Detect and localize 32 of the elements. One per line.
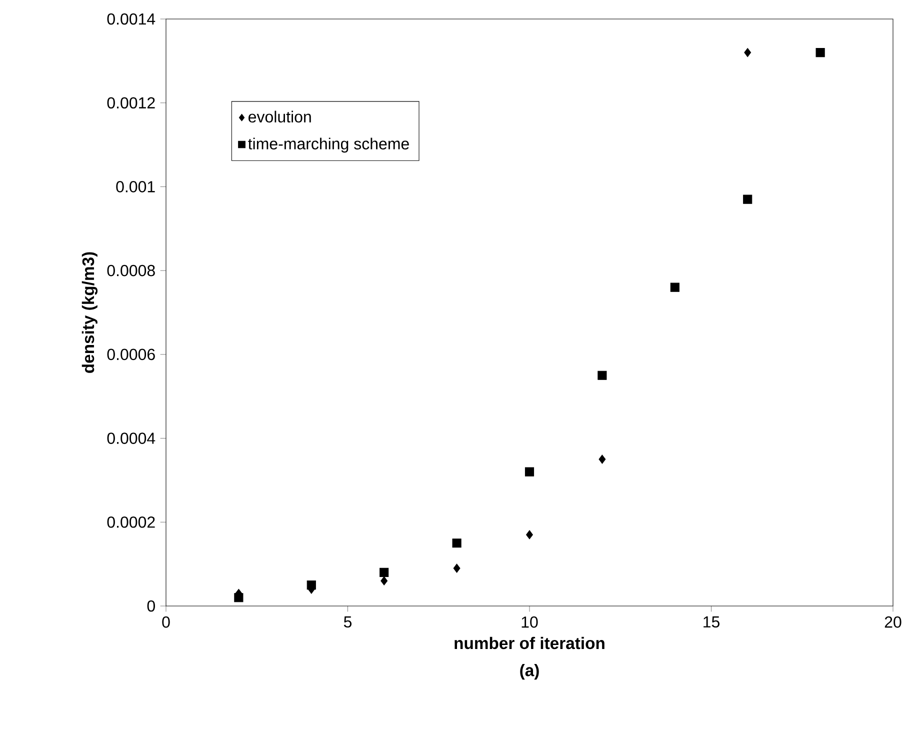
x-tick-label: 5 <box>344 616 352 628</box>
point <box>744 48 752 58</box>
point <box>816 48 825 58</box>
y-tick-label: 0.0012 <box>107 97 155 109</box>
legend-label: time-marching scheme <box>248 138 409 153</box>
text: (a) <box>520 664 539 680</box>
point <box>380 576 388 586</box>
point <box>452 538 462 548</box>
x-tick-label: 10 <box>522 616 538 628</box>
y-tick-label: 0.0004 <box>107 432 156 444</box>
point <box>743 194 752 204</box>
point <box>380 568 389 577</box>
point <box>670 282 680 292</box>
y-tick-label: 0.0014 <box>107 13 156 25</box>
y-tick-label: 0.0008 <box>107 264 155 276</box>
x-tick-label: 15 <box>704 616 720 628</box>
x-tick-label: 0 <box>162 616 170 628</box>
point <box>524 467 534 476</box>
x-tick-label: 20 <box>884 616 902 628</box>
x-axis-title: number of iteration <box>454 636 604 650</box>
point <box>453 564 460 573</box>
point <box>598 370 607 380</box>
y-tick-label: 0.0006 <box>107 348 155 360</box>
point <box>598 454 606 464</box>
y-tick-label: 0 <box>147 600 155 612</box>
y-tick-label: 0.0002 <box>107 516 155 528</box>
point <box>234 593 244 602</box>
y-axis-title: density (kg/m3) <box>82 252 98 373</box>
y-tick-label: 0.001 <box>116 181 155 192</box>
point <box>526 530 533 540</box>
point <box>306 580 316 590</box>
legend-label: evolution <box>248 110 311 123</box>
